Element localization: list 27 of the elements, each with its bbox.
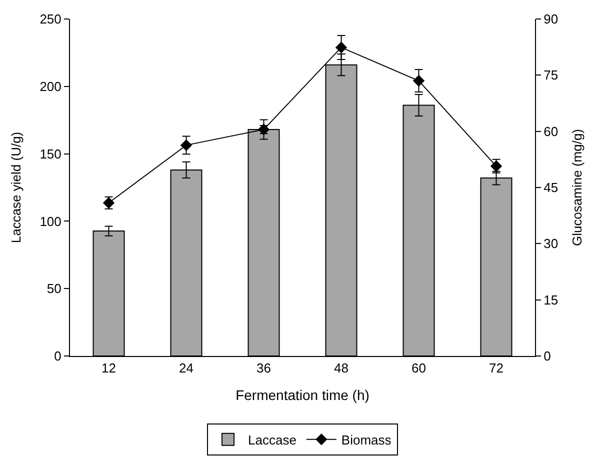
y2-tick-label: 45 [544, 180, 558, 196]
y2-tick-label: 75 [544, 68, 558, 83]
y-tick-label: 200 [40, 78, 62, 94]
legend-label: Biomass [341, 432, 392, 448]
point [180, 139, 192, 152]
y2-tick-label: 60 [544, 124, 558, 139]
point [335, 42, 348, 54]
x-tick-label: 60 [412, 360, 426, 376]
y2-tick-label: 15 [544, 292, 558, 308]
x-tick-label: 72 [489, 360, 504, 376]
y-tick-label: 0 [54, 348, 62, 364]
y-tick-label: 250 [40, 12, 62, 27]
y2-tick-label: 0 [544, 348, 551, 364]
y-tick-label: 150 [40, 146, 62, 162]
y2-tick-label: 90 [544, 12, 558, 27]
y2-tick-label: 30 [544, 236, 558, 252]
x-tick-label: 48 [334, 360, 348, 376]
legend-label: Laccase [248, 432, 296, 448]
y2-axis-title: Glucosamine (mg/g) [570, 128, 585, 246]
x-tick-label: 24 [179, 360, 194, 376]
y-axis-title: Laccase yield (U/g) [8, 132, 24, 244]
x-tick-label: 12 [102, 360, 116, 376]
x-tick-label: 36 [256, 360, 271, 376]
point [412, 74, 425, 87]
x-axis-title: Fermentation time (h) [236, 386, 370, 403]
y-tick-label: 100 [40, 214, 62, 229]
y-tick-label: 50 [46, 281, 62, 296]
